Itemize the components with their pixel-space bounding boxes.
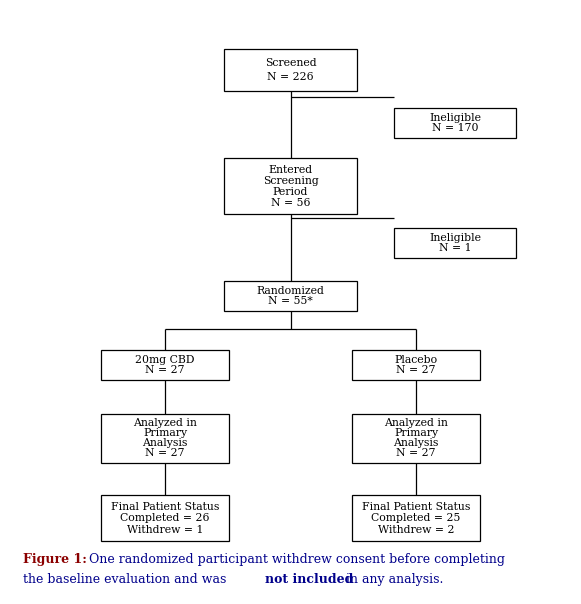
Text: not included: not included xyxy=(266,573,354,586)
Text: the baseline evaluation and was: the baseline evaluation and was xyxy=(23,573,230,586)
Text: N = 27: N = 27 xyxy=(145,448,185,458)
Text: Analyzed in: Analyzed in xyxy=(384,419,448,428)
Text: Final Patient Status: Final Patient Status xyxy=(111,502,219,512)
FancyBboxPatch shape xyxy=(394,108,517,138)
Text: N = 170: N = 170 xyxy=(432,123,478,133)
Text: Completed = 25: Completed = 25 xyxy=(371,513,461,523)
Text: Figure 1:: Figure 1: xyxy=(23,553,87,566)
Text: Period: Period xyxy=(273,187,308,196)
FancyBboxPatch shape xyxy=(352,350,480,380)
Text: Screening: Screening xyxy=(263,176,318,185)
Text: Primary: Primary xyxy=(143,428,187,439)
Text: Withdrew = 1: Withdrew = 1 xyxy=(127,525,203,535)
Text: Withdrew = 2: Withdrew = 2 xyxy=(378,525,454,535)
Text: Analysis: Analysis xyxy=(142,438,188,448)
Text: Primary: Primary xyxy=(394,428,438,439)
Text: Randomized: Randomized xyxy=(257,286,324,296)
Text: Ineligible: Ineligible xyxy=(429,233,481,243)
FancyBboxPatch shape xyxy=(101,495,229,541)
FancyBboxPatch shape xyxy=(101,350,229,380)
Text: N = 55*: N = 55* xyxy=(268,296,313,306)
FancyBboxPatch shape xyxy=(224,281,357,311)
Text: Analysis: Analysis xyxy=(393,438,439,448)
Text: N = 1: N = 1 xyxy=(439,243,471,253)
FancyBboxPatch shape xyxy=(352,414,480,463)
Text: 20mg CBD: 20mg CBD xyxy=(135,355,195,365)
Text: Completed = 26: Completed = 26 xyxy=(120,513,210,523)
Text: N = 226: N = 226 xyxy=(267,72,314,82)
Text: N = 56: N = 56 xyxy=(271,198,310,208)
Text: Analyzed in: Analyzed in xyxy=(133,419,197,428)
FancyBboxPatch shape xyxy=(394,228,517,258)
Text: N = 27: N = 27 xyxy=(396,365,436,374)
Text: in any analysis.: in any analysis. xyxy=(342,573,444,586)
FancyBboxPatch shape xyxy=(101,414,229,463)
Text: N = 27: N = 27 xyxy=(145,365,185,374)
Text: Entered: Entered xyxy=(268,164,313,175)
FancyBboxPatch shape xyxy=(224,49,357,91)
Text: Placebo: Placebo xyxy=(394,355,437,365)
FancyBboxPatch shape xyxy=(352,495,480,541)
Text: N = 27: N = 27 xyxy=(396,448,436,458)
FancyBboxPatch shape xyxy=(224,158,357,214)
Text: Final Patient Status: Final Patient Status xyxy=(362,502,470,512)
Text: Ineligible: Ineligible xyxy=(429,114,481,123)
Text: Screened: Screened xyxy=(265,58,316,68)
Text: One randomized participant withdrew consent before completing: One randomized participant withdrew cons… xyxy=(85,553,505,566)
